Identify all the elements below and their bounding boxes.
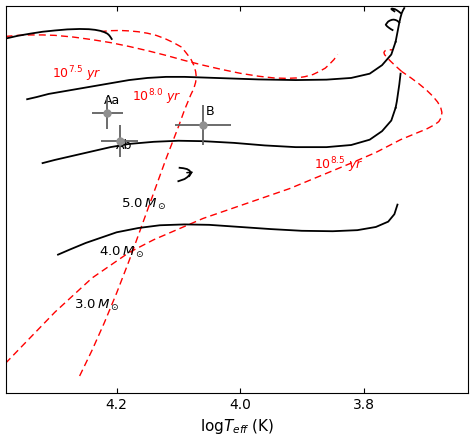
- Text: $4.0\,M_\odot$: $4.0\,M_\odot$: [99, 245, 145, 260]
- Text: $10^{7.5}$ yr: $10^{7.5}$ yr: [52, 64, 101, 84]
- Text: Aa: Aa: [104, 94, 120, 107]
- Text: Ab: Ab: [116, 140, 132, 152]
- Text: $10^{8.0}$ yr: $10^{8.0}$ yr: [132, 88, 182, 107]
- X-axis label: log$T_{eff}$ (K): log$T_{eff}$ (K): [200, 417, 274, 436]
- Text: $5.0\,M_\odot$: $5.0\,M_\odot$: [121, 197, 166, 212]
- Text: $10^{8.5}$ yr: $10^{8.5}$ yr: [314, 156, 364, 175]
- Text: $3.0\,M_\odot$: $3.0\,M_\odot$: [74, 298, 120, 313]
- Text: B: B: [206, 105, 215, 118]
